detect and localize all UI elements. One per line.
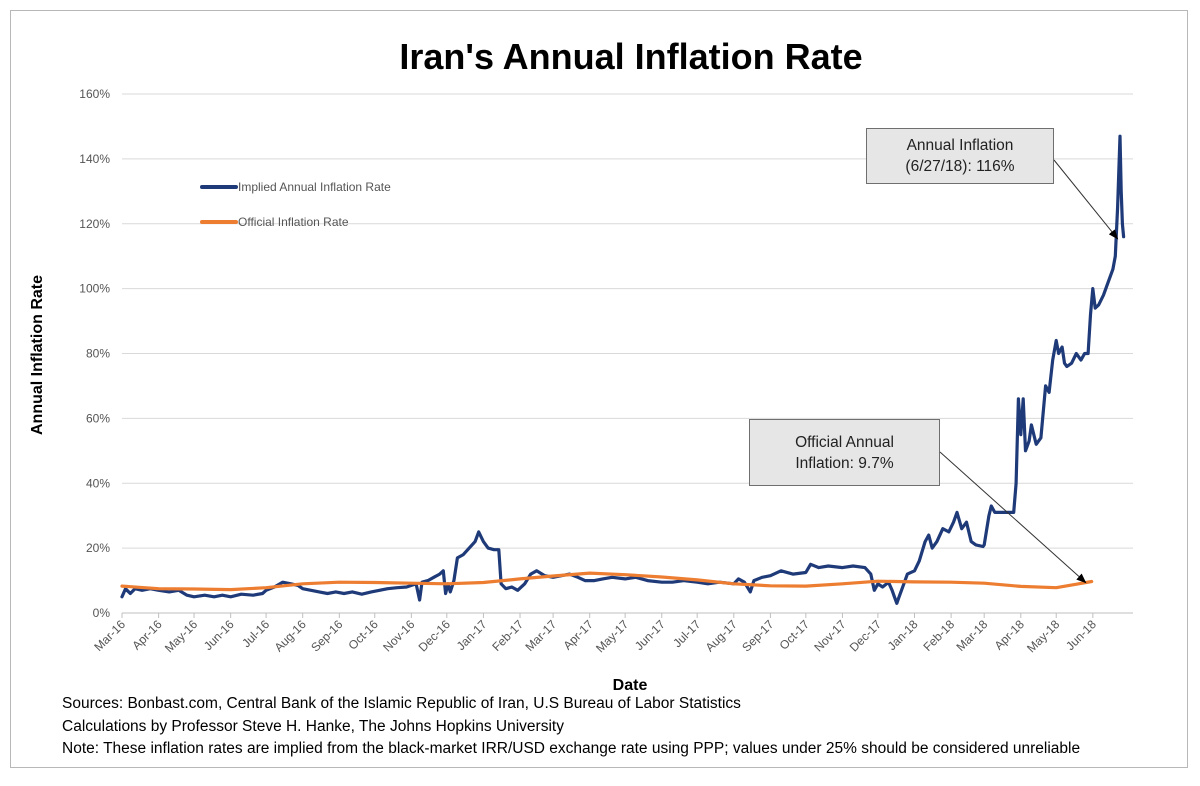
x-tick-label: Nov-17 xyxy=(811,617,848,654)
x-tick-label: May-18 xyxy=(1024,617,1062,655)
gridlines xyxy=(122,93,1133,614)
x-tick-label: Apr-16 xyxy=(129,617,165,653)
x-tick-label: Oct-16 xyxy=(346,617,382,653)
x-tick-label: Aug-16 xyxy=(272,617,309,654)
y-tick-label: 40% xyxy=(86,476,110,490)
x-tick-label: Mar-17 xyxy=(522,617,559,654)
annotation-arrow xyxy=(1053,159,1119,240)
y-tick-label: 120% xyxy=(79,217,110,231)
y-tick-label: 100% xyxy=(79,282,110,296)
annotation-annual-inflation: Annual Inflation (6/27/18): 116% xyxy=(866,128,1054,184)
legend-label: Implied Annual Inflation Rate xyxy=(238,180,391,194)
x-tick-label: Feb-18 xyxy=(920,617,957,654)
x-tick-label: May-16 xyxy=(162,617,200,655)
x-tick-label: Jan-18 xyxy=(885,617,921,653)
annotation-annual-inflation-line1: Annual Inflation xyxy=(906,137,1014,154)
x-tick-label: Jun-18 xyxy=(1063,617,1099,653)
chart-frame xyxy=(10,10,1188,768)
x-tick-label: Mar-18 xyxy=(954,617,991,654)
sources-note: Sources: Bonbast.com, Central Bank of th… xyxy=(62,693,1080,761)
annotation-official-inflation-line1: Official Annual xyxy=(795,433,894,451)
x-tick-label: Jun-16 xyxy=(201,617,237,653)
x-axis-title: Date xyxy=(612,677,648,694)
x-tick-label: Aug-17 xyxy=(703,617,740,654)
y-tick-label: 140% xyxy=(79,152,110,166)
x-tick-label: Feb-17 xyxy=(489,617,526,654)
annotation-official-inflation-line2: Inflation: 9.7% xyxy=(795,454,894,472)
series-line-official xyxy=(120,571,1094,592)
x-tick-label: Nov-16 xyxy=(380,617,417,654)
x-tick-label: Sep-17 xyxy=(739,617,776,654)
sources-line: Sources: Bonbast.com, Central Bank of th… xyxy=(62,695,741,712)
series-lines xyxy=(120,134,1126,605)
calculations-line: Calculations by Professor Steve H. Hanke… xyxy=(62,717,564,735)
x-tick-label: Dec-16 xyxy=(416,617,453,654)
x-tick-label: Apr-17 xyxy=(560,617,596,653)
x-tick-label: Sep-16 xyxy=(308,617,345,654)
x-tick-label: Jul-16 xyxy=(239,617,272,650)
legend: Implied Annual Inflation Rate Official In… xyxy=(200,180,391,229)
annotation-official-inflation: Official Annual Inflation: 9.7% xyxy=(749,419,940,486)
x-tick-label: Jun-17 xyxy=(632,617,668,653)
x-tick-label: Oct-17 xyxy=(777,617,813,653)
x-tick-label: Apr-18 xyxy=(992,617,1028,653)
y-tick-labels: 0% 20% 40% 60% 80% 100% 120% 140% 160% xyxy=(79,87,110,620)
y-tick-label: 60% xyxy=(86,411,110,425)
x-tick-label: May-17 xyxy=(593,617,631,655)
x-tick-label: Jul-17 xyxy=(670,617,703,650)
y-tick-label: 0% xyxy=(93,606,111,620)
legend-label: Official Inflation Rate xyxy=(238,215,349,229)
y-tick-label: 160% xyxy=(79,87,110,101)
x-tick-label: Jan-17 xyxy=(454,617,490,653)
y-tick-label: 20% xyxy=(86,541,110,555)
series-line-implied xyxy=(120,134,1126,605)
annotation-arrow xyxy=(939,451,1087,584)
annotation-annual-inflation-line2: (6/27/18): 116% xyxy=(905,158,1015,175)
annotation-arrows xyxy=(939,159,1119,584)
note-line: Note: These inflation rates are implied … xyxy=(62,740,1081,757)
x-tick-label: Mar-16 xyxy=(91,617,128,654)
chart-title: Iran's Annual Inflation Rate xyxy=(399,36,863,77)
x-tick-label: Dec-17 xyxy=(847,617,884,654)
y-tick-label: 80% xyxy=(86,347,110,361)
